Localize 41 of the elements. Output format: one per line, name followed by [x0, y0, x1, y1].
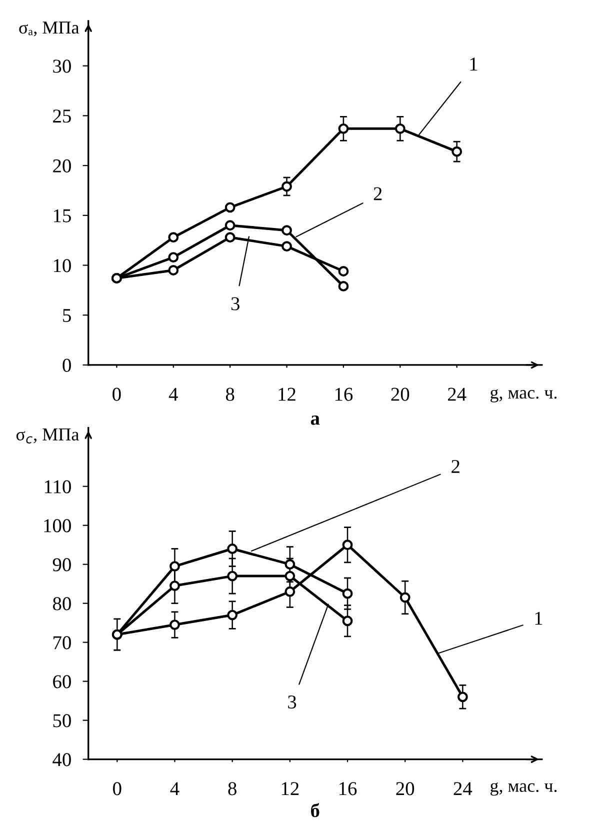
x-tick-label: 0: [113, 782, 122, 796]
x-tick-label: 12: [282, 782, 299, 796]
y-tick-label: 80: [52, 597, 71, 610]
x-tick-label: 4: [170, 782, 180, 796]
x-tick-label: 8: [226, 388, 234, 401]
text: 3: [288, 696, 296, 709]
text: 3: [231, 297, 240, 310]
text: 1: [535, 612, 542, 625]
y-tick-label: 0: [62, 358, 71, 372]
x-tick-label: 12: [278, 388, 296, 401]
y-axis-title: σ$_{c}$, МПа: [16, 428, 79, 444]
y-tick-label: 15: [54, 209, 71, 222]
y-tick-label: 110: [44, 480, 71, 494]
text: 1: [470, 58, 478, 70]
y-tick-label: 30: [53, 60, 71, 73]
text: 2: [374, 187, 382, 200]
y-tick-label: 20: [53, 159, 71, 172]
text: а: [310, 416, 320, 425]
x-tick-label: 0: [112, 388, 121, 401]
x-tick-label: 20: [396, 782, 414, 796]
x-tick-label: 24: [454, 782, 472, 796]
x-tick-label: 16: [335, 388, 353, 401]
x-axis-title: g, мас. ч.: [490, 782, 557, 796]
y-tick-label: 25: [53, 110, 71, 123]
y-tick-label: 5: [63, 309, 71, 322]
x-axis-title: g, мас. ч.: [490, 389, 557, 402]
text: 2: [452, 460, 460, 473]
y-axis-title: σₐ, МПа: [19, 22, 80, 36]
y-tick-label: 50: [53, 714, 71, 728]
x-tick-label: 24: [448, 388, 466, 401]
x-tick-label: 4: [168, 388, 178, 401]
y-tick-label: 70: [54, 636, 71, 650]
text: б: [311, 803, 320, 818]
x-tick-label: 16: [340, 782, 357, 796]
x-tick-label: 8: [228, 782, 236, 796]
y-tick-label: 40: [52, 753, 71, 766]
y-tick-label: 60: [53, 675, 71, 688]
y-tick-label: 10: [54, 259, 71, 272]
x-tick-label: 20: [391, 388, 410, 401]
y-tick-label: 100: [44, 519, 71, 532]
y-tick-label: 90: [52, 558, 71, 572]
